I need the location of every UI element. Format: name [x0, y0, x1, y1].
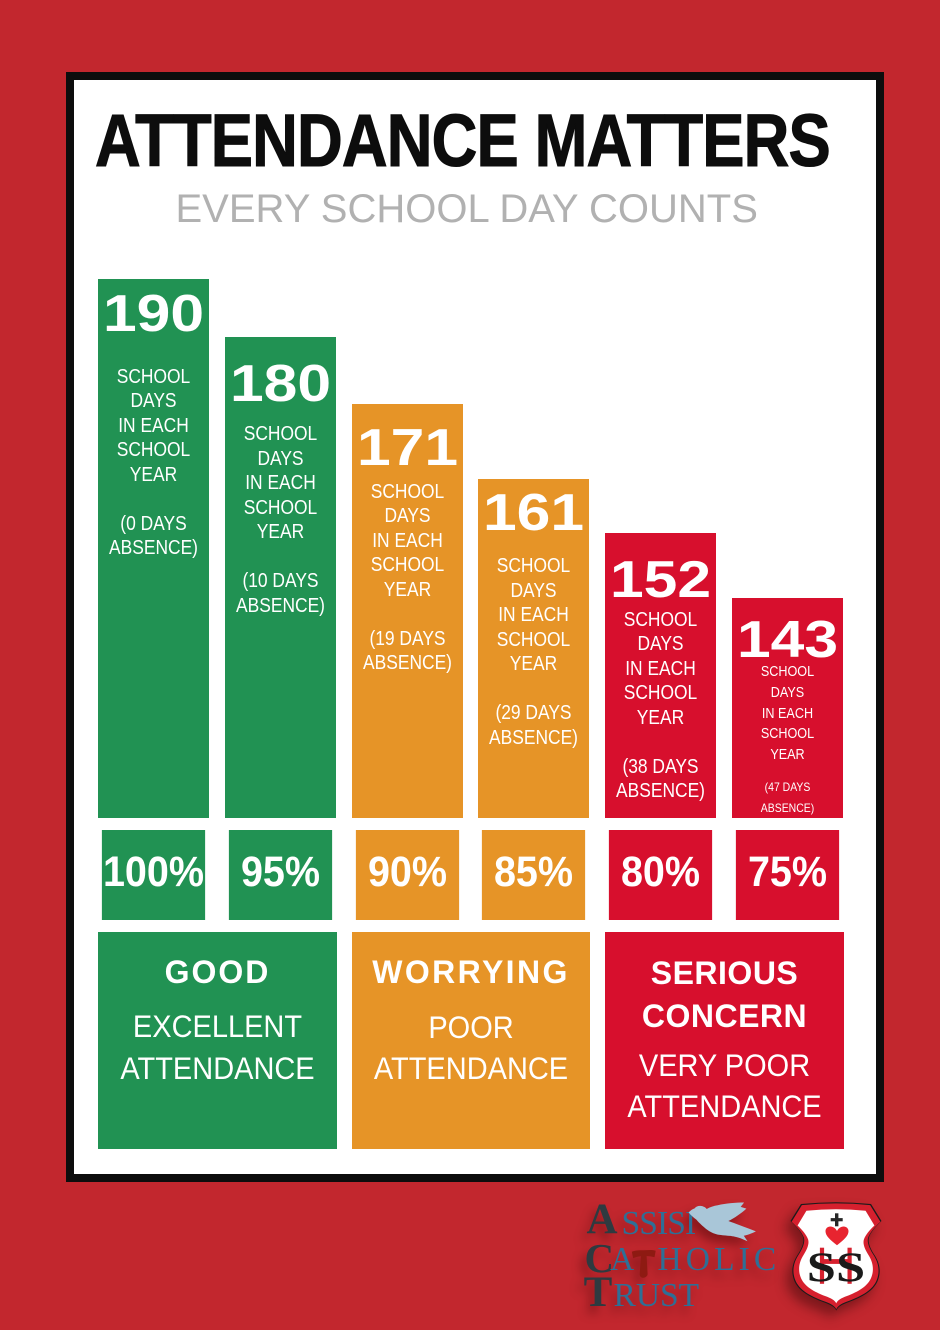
svg-text:SS: SS: [807, 1245, 865, 1291]
